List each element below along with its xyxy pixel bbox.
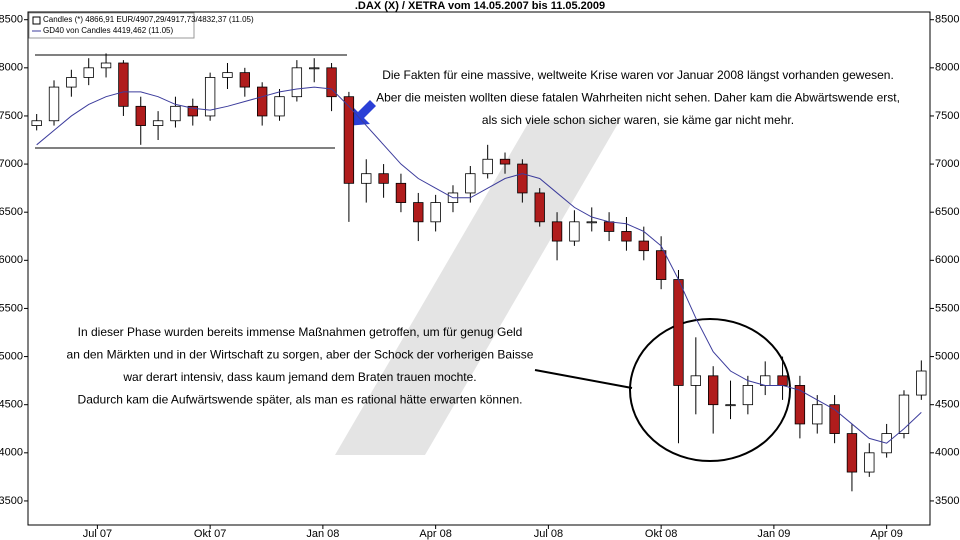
y-tick-label: 6000 xyxy=(0,254,23,266)
y-tick-label: 8000 xyxy=(935,62,959,74)
candle-body xyxy=(48,86,60,122)
chart-title: .DAX (X) / XETRA vom 14.05.2007 bis 11.0… xyxy=(355,0,605,12)
x-tick-label: Jan 08 xyxy=(306,528,339,540)
x-tick-label: Jul 08 xyxy=(534,528,563,540)
candle-body xyxy=(83,67,94,78)
candle-body xyxy=(898,394,910,434)
y-tick-label: 3500 xyxy=(935,495,959,507)
candle-body xyxy=(118,62,129,107)
y-tick-label: 4000 xyxy=(935,447,959,459)
y-tick-label: 3500 xyxy=(0,495,23,507)
candle-body xyxy=(100,62,112,69)
x-tick-label: Jan 09 xyxy=(757,528,790,540)
annotation: Aber die meisten wollten diese fatalen W… xyxy=(376,91,900,105)
y-tick-label: 6500 xyxy=(935,206,959,218)
candle-body xyxy=(413,202,424,223)
annotation: als sich viele schon sicher waren, sie k… xyxy=(482,113,794,127)
candle-body xyxy=(655,250,667,280)
candle-body xyxy=(673,279,684,386)
candle-body xyxy=(465,173,476,194)
annotation: an den Märkten und in der Wirtschaft zu … xyxy=(67,348,534,362)
y-tick-label: 6500 xyxy=(0,206,23,218)
candle-body xyxy=(291,67,303,98)
candle-body xyxy=(152,120,164,126)
y-tick-label: 8500 xyxy=(935,14,959,26)
candle-body xyxy=(846,433,858,473)
annotation: war derart intensiv, dass kaum jemand de… xyxy=(122,370,476,384)
candle-body xyxy=(794,385,806,425)
y-tick-label: 7500 xyxy=(935,110,959,122)
plot-frame xyxy=(27,11,931,526)
candle-body xyxy=(482,158,493,175)
candle-body xyxy=(170,105,181,122)
candle-body xyxy=(777,375,788,386)
candle-body xyxy=(204,77,216,117)
y-tick-label: 5000 xyxy=(0,350,23,362)
candle-body xyxy=(621,231,632,242)
legend-box xyxy=(28,12,195,39)
candle-body xyxy=(361,173,372,184)
x-tick-label: Apr 08 xyxy=(419,528,451,540)
x-tick-label: Okt 07 xyxy=(194,528,226,540)
candle-body xyxy=(343,96,355,184)
annotation: Dadurch kam die Aufwärtswende später, al… xyxy=(78,393,523,407)
y-tick-label: 6000 xyxy=(935,254,959,266)
candle-body xyxy=(812,404,823,425)
ma-line xyxy=(36,86,922,444)
x-tick-label: Apr 09 xyxy=(870,528,902,540)
candle-body xyxy=(66,77,77,88)
y-tick-label: 7000 xyxy=(0,158,23,170)
y-tick-label: 7000 xyxy=(935,158,959,170)
x-tick-label: Okt 08 xyxy=(645,528,677,540)
candle-body xyxy=(135,105,146,126)
candle-body xyxy=(586,221,597,224)
candle-body xyxy=(916,370,927,396)
y-tick-label: 4500 xyxy=(0,399,23,411)
legend-entry: Candles (*) 4866,91 EUR/4907,29/4917,73/… xyxy=(43,15,254,24)
y-tick-label: 7500 xyxy=(0,110,23,122)
annotation: Die Fakten für eine massive, weltweite K… xyxy=(382,68,894,82)
y-tick-label: 5000 xyxy=(935,350,959,362)
y-tick-label: 8500 xyxy=(0,14,23,26)
candle-body xyxy=(551,221,563,242)
candle-body xyxy=(725,404,736,407)
legend-entry: GD40 von Candles 4419,462 (11.05) xyxy=(43,26,173,35)
candle-body xyxy=(274,96,285,117)
candle-body xyxy=(309,67,320,70)
candle-body xyxy=(829,404,840,434)
x-tick-label: Jul 07 xyxy=(83,528,112,540)
y-tick-label: 5500 xyxy=(935,302,959,314)
candle-body xyxy=(395,182,407,203)
candle-body xyxy=(690,375,701,386)
candle-body xyxy=(187,105,198,117)
candle-body xyxy=(257,86,268,117)
candle-body xyxy=(638,240,649,252)
candle-body xyxy=(31,120,42,126)
candle-body xyxy=(430,202,441,223)
candle-body xyxy=(534,192,545,223)
y-tick-label: 4000 xyxy=(0,447,23,459)
annotation: In dieser Phase wurden bereits immense M… xyxy=(78,325,523,339)
legend-swatch xyxy=(32,16,41,25)
pointer-line xyxy=(534,369,633,389)
candle-body xyxy=(499,158,511,165)
candle-body xyxy=(239,72,250,88)
y-tick-label: 4500 xyxy=(935,399,959,411)
y-tick-label: 5500 xyxy=(0,302,23,314)
candle-body xyxy=(517,163,528,194)
candle-body xyxy=(569,221,580,242)
candle-body xyxy=(742,385,754,406)
y-tick-label: 8000 xyxy=(0,62,23,74)
highlight-ellipse xyxy=(629,318,791,462)
candle-body xyxy=(708,375,719,406)
candle-body xyxy=(864,452,875,473)
candle-body xyxy=(326,67,337,98)
candle-body xyxy=(222,72,233,78)
candle-body xyxy=(603,221,615,232)
candle-body xyxy=(378,173,389,184)
watermark xyxy=(335,120,620,455)
